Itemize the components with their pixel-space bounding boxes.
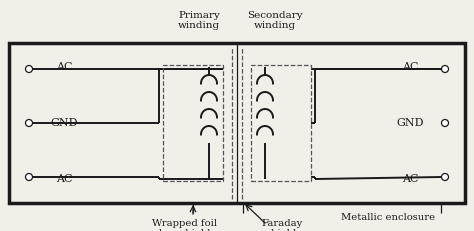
Text: GND: GND [396,118,424,128]
Circle shape [441,66,448,73]
Text: Primary
winding: Primary winding [178,11,220,30]
Circle shape [441,173,448,180]
Circle shape [26,173,33,180]
Text: AC: AC [56,174,72,184]
Text: AC: AC [56,62,72,72]
Text: Wrapped foil
box shield: Wrapped foil box shield [153,219,218,231]
Circle shape [26,66,33,73]
Text: Secondary
winding: Secondary winding [247,11,303,30]
Bar [251,65,311,181]
Text: Faraday
shield: Faraday shield [261,219,302,231]
Bar [163,65,223,181]
Circle shape [26,119,33,127]
Circle shape [441,119,448,127]
Text: AC: AC [402,174,418,184]
Text: Metallic enclosure: Metallic enclosure [341,213,435,222]
Text: AC: AC [402,62,418,72]
Text: GND: GND [50,118,78,128]
Bar [9,43,465,203]
